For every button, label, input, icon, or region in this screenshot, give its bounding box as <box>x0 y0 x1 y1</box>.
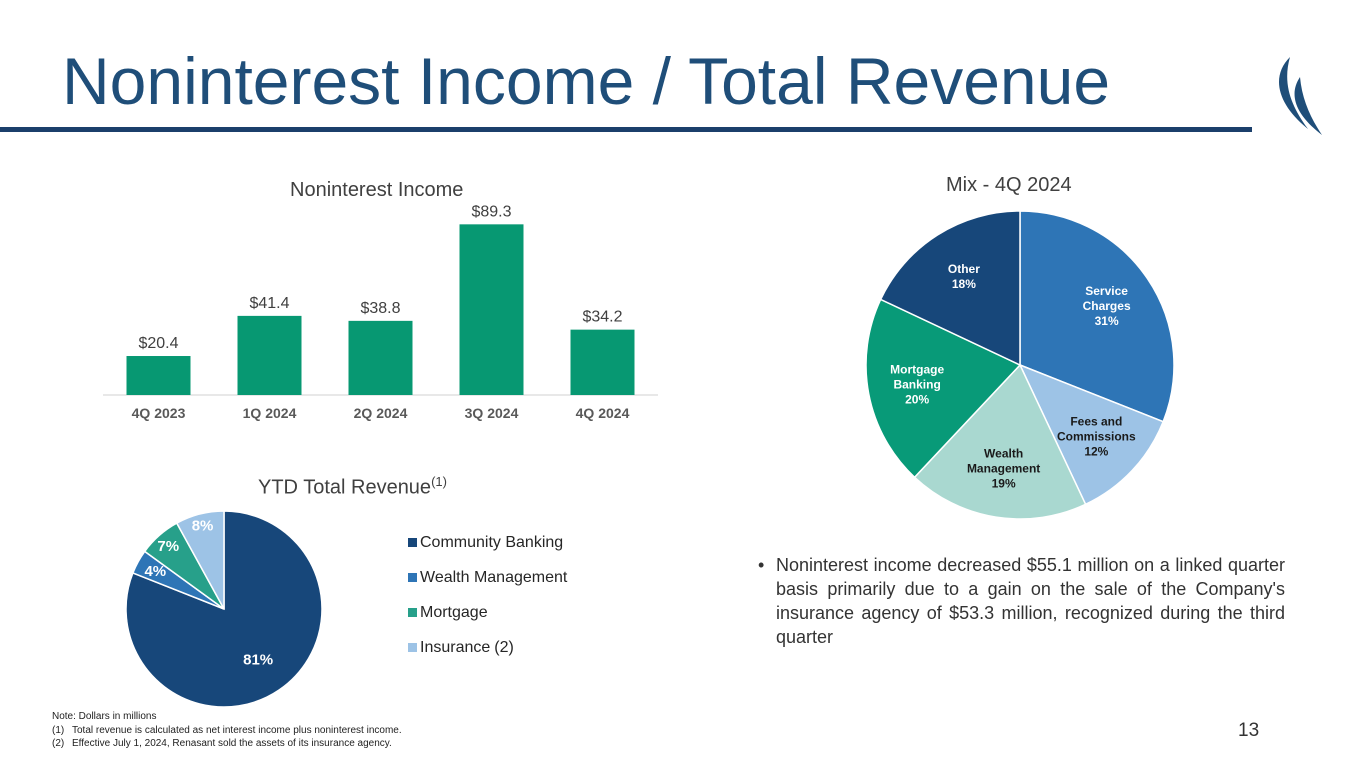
bar-category-label: 2Q 2024 <box>354 405 408 421</box>
pie-slice <box>175 510 225 610</box>
bar-data-label: $41.4 <box>249 295 289 312</box>
title-divider <box>0 127 1252 132</box>
pie-slice <box>1018 363 1165 506</box>
page-title: Noninterest Income / Total Revenue <box>62 44 1111 118</box>
legend-item-mortgage: Mortgage <box>408 595 567 630</box>
legend-item-insurance: Insurance (2) <box>408 630 567 665</box>
pie-slice <box>879 210 1021 367</box>
ytd-title-footnote: (1) <box>431 474 447 489</box>
bar-data-label: $89.3 <box>471 203 511 220</box>
ytd-chart-title: YTD Total Revenue(1) <box>258 474 447 500</box>
legend-swatch <box>408 608 417 617</box>
pie-slice-label: Mortgage Banking 20% <box>890 363 944 407</box>
pie-slice-label: 7% <box>157 538 179 555</box>
pie-slice <box>913 363 1087 520</box>
pie-slice <box>865 298 1022 479</box>
legend-item-community-banking: Community Banking <box>408 525 567 560</box>
bar-category-label: 4Q 2024 <box>576 405 630 421</box>
legend-label: Mortgage <box>420 603 488 621</box>
bar-category-label: 3Q 2024 <box>465 405 519 421</box>
legend-swatch <box>408 573 417 582</box>
footnote-heading: Note: Dollars in millions <box>52 711 157 722</box>
pie-slice-label: Service Charges 31% <box>1083 284 1131 328</box>
bar-data-label: $34.2 <box>582 309 622 326</box>
footnote-number: (2) <box>52 738 65 749</box>
bullet-text: Noninterest income decreased $55.1 milli… <box>776 555 1285 647</box>
legend-footnote: (2) <box>494 638 514 656</box>
bar-data-label: $20.4 <box>138 335 178 352</box>
pie-slice-label: Fees and Commissions 12% <box>1057 415 1136 459</box>
mix-pie-chart: Service Charges 31% Fees and Commissions 12% W… <box>865 210 1175 520</box>
legend-label: Insurance <box>420 638 491 656</box>
footnote-text: Total revenue is calculated as net inter… <box>72 724 402 736</box>
bar-chart-title: Noninterest Income <box>290 179 464 201</box>
legend-label: Community Banking <box>420 533 564 551</box>
pie-slice-label: Wealth Management 19% <box>967 446 1040 490</box>
bar <box>126 356 191 395</box>
footnote-text: Effective July 1, 2024, Renasant sold th… <box>72 738 392 749</box>
ytd-title-text: YTD Total Revenue <box>258 476 432 499</box>
footnote-number: (1) <box>52 724 65 736</box>
renasant-swoosh-logo-icon <box>1278 57 1322 135</box>
bar-category-label: 1Q 2024 <box>243 405 297 421</box>
legend-label: Wealth Management <box>420 568 568 586</box>
bar-data-label: $38.8 <box>360 300 400 317</box>
pie-slice <box>1019 210 1175 423</box>
bar <box>570 329 635 395</box>
footnote-row: (2) Effective July 1, 2024, Renasant sol… <box>52 737 402 751</box>
legend-item-wealth-management: Wealth Management <box>408 560 567 595</box>
pie-slice-label: Other 18% <box>948 262 980 291</box>
summary-bullet: • Noninterest income decreased $55.1 mil… <box>758 553 1285 649</box>
ytd-legend: Community Banking Wealth Management Mort… <box>408 525 567 665</box>
bar-category-label: 4Q 2023 <box>132 405 186 421</box>
footnote-row: (1) Total revenue is calculated as net i… <box>52 724 402 738</box>
pie-slice-label: 81% <box>243 651 273 668</box>
legend-swatch <box>408 538 417 547</box>
bar <box>459 224 524 395</box>
page-number: 13 <box>1238 720 1260 741</box>
ytd-revenue-pie-chart: 81% 4% 7% 8% <box>125 510 323 708</box>
mix-chart-title: Mix - 4Q 2024 <box>946 174 1072 196</box>
legend-swatch <box>408 643 417 652</box>
bullet-mark: • <box>758 555 765 575</box>
noninterest-income-bar-chart: $20.4 4Q 2023 $41.4 1Q 2024 $38.8 2Q 2024 $89.… <box>103 203 658 421</box>
footnotes: Note: Dollars in millions (1) Total reve… <box>52 710 402 751</box>
pie-slice-label: 8% <box>192 517 214 534</box>
pie-slice-label: 4% <box>144 563 166 580</box>
bar <box>237 315 302 395</box>
bar <box>348 320 413 395</box>
